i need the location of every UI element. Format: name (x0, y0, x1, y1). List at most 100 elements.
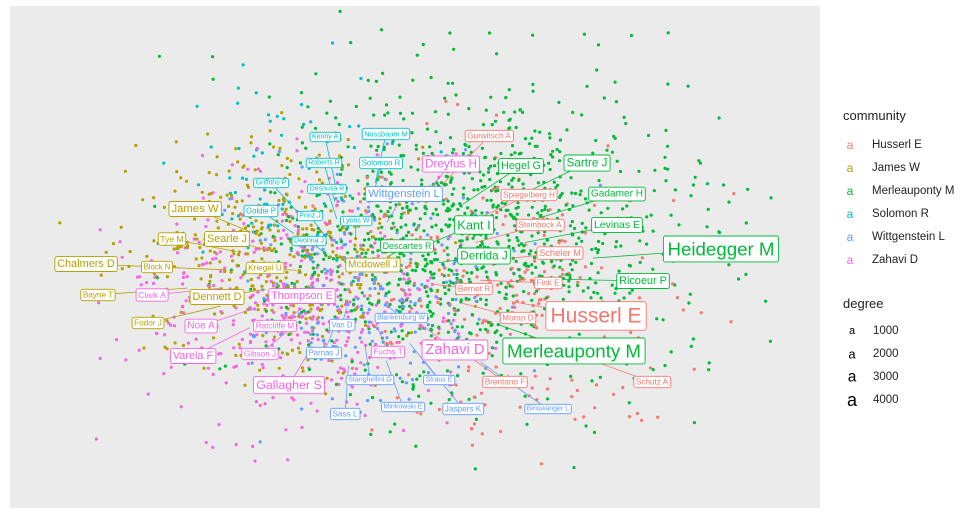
node-point (296, 250, 300, 254)
node-point (461, 196, 465, 200)
node-point (118, 240, 122, 244)
node-label-text: Roberts R (308, 160, 340, 167)
node-point (248, 340, 253, 345)
node-point (511, 216, 515, 220)
node-point (229, 270, 233, 274)
node-point (335, 172, 339, 176)
node-point (324, 204, 328, 208)
node-point (508, 284, 512, 288)
node-point (653, 168, 657, 172)
node-point (398, 111, 403, 115)
node-point (284, 218, 289, 223)
node-point (395, 340, 399, 345)
node-point (586, 286, 590, 290)
node-point (200, 256, 204, 260)
node-point (337, 311, 341, 315)
node-point (437, 268, 441, 272)
node-point (513, 110, 517, 114)
node-point (223, 208, 227, 212)
node-label: Solomon R (359, 156, 404, 170)
node-point (368, 342, 372, 346)
node-point (370, 273, 375, 277)
node-point (527, 264, 531, 268)
node-point (330, 378, 334, 382)
node-point (425, 285, 429, 289)
node-point (277, 149, 281, 154)
node-point (268, 119, 272, 123)
node-point (453, 309, 457, 313)
node-point (527, 292, 531, 296)
node-point (465, 237, 469, 241)
node-point (337, 382, 341, 387)
node-point (475, 275, 479, 279)
node-point (614, 240, 619, 244)
node-point (518, 108, 522, 112)
node-point (637, 296, 642, 300)
node-point (211, 372, 215, 376)
node-point (119, 225, 123, 229)
node-point (246, 362, 250, 366)
node-label-box (442, 402, 485, 416)
node-label: Searle J (204, 231, 250, 247)
node-point (281, 202, 285, 206)
node-point (525, 268, 529, 272)
node-point (279, 242, 283, 246)
node-point (519, 242, 524, 246)
node-point (246, 252, 250, 256)
node-point (499, 429, 503, 434)
node-point (768, 339, 773, 343)
node-label: Kant I (454, 215, 495, 235)
node-label: Spiegelberg H (500, 188, 558, 202)
node-point (471, 236, 475, 240)
node-point (485, 211, 489, 215)
node-point (219, 269, 223, 274)
node-point (400, 206, 405, 210)
node-point (234, 364, 238, 368)
node-point (352, 298, 356, 302)
node-point (446, 253, 450, 257)
node-point (256, 276, 261, 280)
node-point (311, 245, 315, 249)
node-point (306, 339, 310, 343)
node-point (366, 205, 371, 209)
node-label-text: Searle J (207, 233, 247, 245)
node-point (243, 226, 248, 230)
node-point (479, 391, 484, 395)
node-point (369, 230, 373, 234)
node-point (280, 111, 284, 115)
node-point (570, 191, 574, 195)
node-point (666, 167, 670, 171)
node-point (306, 254, 310, 258)
node-point (486, 170, 491, 174)
node-point (435, 181, 439, 185)
node-point (545, 296, 549, 300)
node-point (240, 337, 244, 342)
node-point (507, 244, 511, 248)
node-point (601, 241, 605, 246)
node-point (232, 319, 236, 323)
node-label: Sass L (330, 407, 361, 421)
node-point (233, 205, 237, 209)
node-point (94, 437, 98, 441)
node-point (412, 350, 416, 354)
node-label-box (533, 276, 563, 290)
node-point (300, 103, 304, 107)
node-label-text: Fodor J (134, 319, 162, 328)
node-point (241, 273, 245, 277)
node-point (295, 280, 299, 284)
node-point (250, 221, 254, 225)
node-point (186, 341, 190, 345)
node-point (435, 290, 439, 294)
node-point (556, 183, 560, 187)
node-label-text: Fink E (536, 279, 560, 288)
node-point (523, 270, 527, 274)
node-point (264, 344, 268, 348)
node-point (97, 301, 101, 305)
node-point (292, 315, 296, 319)
node-point (236, 101, 240, 105)
node-label-box (500, 188, 558, 202)
node-point (368, 96, 372, 100)
node-point (476, 188, 480, 192)
node-point (593, 406, 597, 410)
node-point (437, 331, 441, 335)
